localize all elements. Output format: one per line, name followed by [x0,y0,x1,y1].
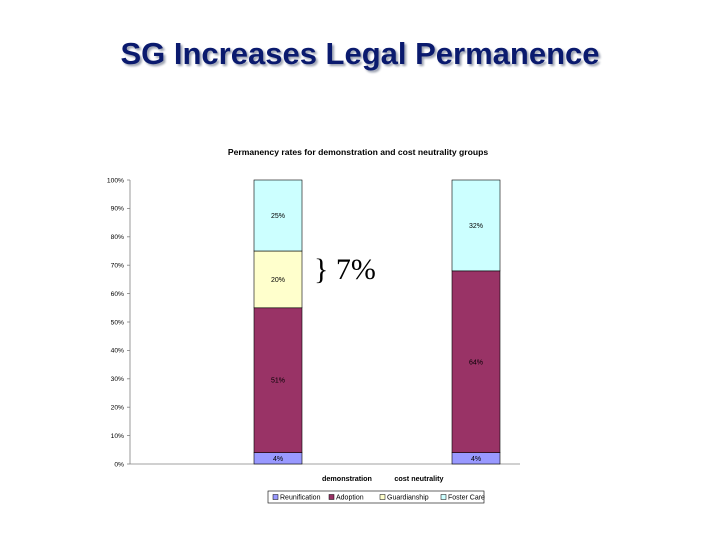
y-tick-label: 10% [111,433,124,440]
y-tick-label: 100% [107,177,124,184]
data-label: 20% [271,277,285,284]
y-tick-label: 90% [111,206,124,213]
y-tick-label: 0% [114,461,124,468]
legend-label: Guardianship [387,495,429,502]
legend-label: Adoption [336,495,364,502]
legend: Reunification Adoption Guardianship Foster … [267,490,485,504]
bars: 4% 51% 20% 25% 4% 64% 32% [253,179,501,465]
y-tick-label: 80% [111,234,124,241]
y-tick-label: 40% [111,348,124,355]
legend-swatch [328,494,335,500]
bar-segment-foster-care [451,179,501,272]
annotation-group: } 7% [314,253,376,286]
data-label: 4% [273,456,283,463]
bar-segment-guardianship [253,250,303,309]
x-axis: demonstration cost neutrality [322,474,444,483]
data-label: 32% [469,223,483,230]
legend-swatch [379,494,386,500]
legend-label: Foster Care [448,495,485,502]
legend-label: Reunification [280,495,321,502]
y-tick-label: 70% [111,263,124,270]
difference-annotation: } 7% [314,253,376,286]
bar-segment-adoption [253,307,303,453]
category-label: cost neutrality [394,474,443,483]
data-label: 25% [271,213,285,220]
legend-swatch [440,494,447,500]
data-label: 51% [271,378,285,385]
y-tick-label: 30% [111,376,124,383]
slide-title: SG Increases Legal Permanence [120,36,600,71]
chart-title: Permanency rates for demonstration and c… [228,147,488,157]
data-label: 64% [469,359,483,366]
y-tick-label: 20% [111,405,124,412]
y-tick-label: 60% [111,291,124,298]
legend-swatch [272,494,279,500]
category-label: demonstration [322,474,372,483]
legend-box [267,490,485,504]
bar-segment-foster-care [253,179,303,252]
bar-segment-adoption [451,270,501,453]
data-label: 4% [471,456,481,463]
y-tick-label: 50% [111,319,124,326]
